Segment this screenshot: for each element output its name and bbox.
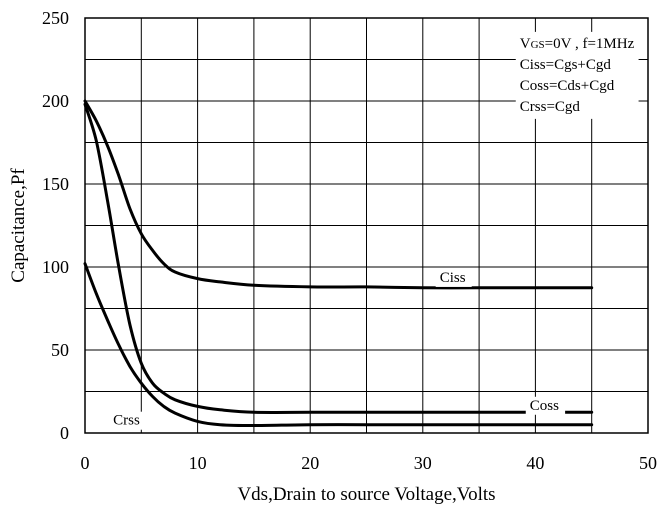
series-ciss-line xyxy=(83,99,594,290)
x-tick-label: 20 xyxy=(301,453,319,473)
x-tick-label: 50 xyxy=(639,453,657,473)
x-tick-label: 0 xyxy=(81,453,90,473)
series-label-crss: Crss xyxy=(113,413,140,429)
series-crss-line xyxy=(83,262,594,427)
y-tick-label: 200 xyxy=(42,91,69,111)
conditions-legend: VGS=0V , f=1MHz Ciss=Cgs+Cgd Coss=Cds+Cgd C… xyxy=(515,31,639,119)
series-label-mask xyxy=(525,396,566,415)
grid xyxy=(85,18,648,433)
series-labels: Ciss Coss Crss xyxy=(113,270,559,429)
x-tick-label: 30 xyxy=(414,453,432,473)
y-tick-label: 0 xyxy=(60,423,69,443)
y-tick-labels: 0 50 100 150 200 250 xyxy=(42,8,69,443)
y-axis-title: Capacitance,Pf xyxy=(8,168,29,283)
legend-line: Coss=Cds+Cgd xyxy=(520,78,615,94)
legend-line: VGS=0V , f=1MHz xyxy=(520,36,635,52)
y-tick-label: 100 xyxy=(42,257,69,277)
series-curves xyxy=(83,99,594,427)
legend-line: Ciss=Cgs+Cgd xyxy=(520,57,612,73)
x-tick-label: 40 xyxy=(526,453,544,473)
series-label-coss: Coss xyxy=(530,398,559,414)
y-tick-label: 150 xyxy=(42,174,69,194)
series-coss-line xyxy=(83,102,594,414)
series-label-masks xyxy=(109,268,566,430)
plot-frame xyxy=(84,17,649,434)
legend-background xyxy=(515,31,639,119)
x-axis-title: Vds,Drain to source Voltage,Volts xyxy=(237,484,495,505)
legend-line: Crss=Cgd xyxy=(520,99,581,115)
x-tick-label: 10 xyxy=(189,453,207,473)
series-label-mask xyxy=(435,268,472,287)
series-label-ciss: Ciss xyxy=(440,270,466,286)
x-tick-labels: 0 10 20 30 40 50 xyxy=(81,453,658,473)
y-tick-label: 250 xyxy=(42,8,69,28)
series-label-mask xyxy=(109,411,146,430)
y-tick-label: 50 xyxy=(51,340,69,360)
